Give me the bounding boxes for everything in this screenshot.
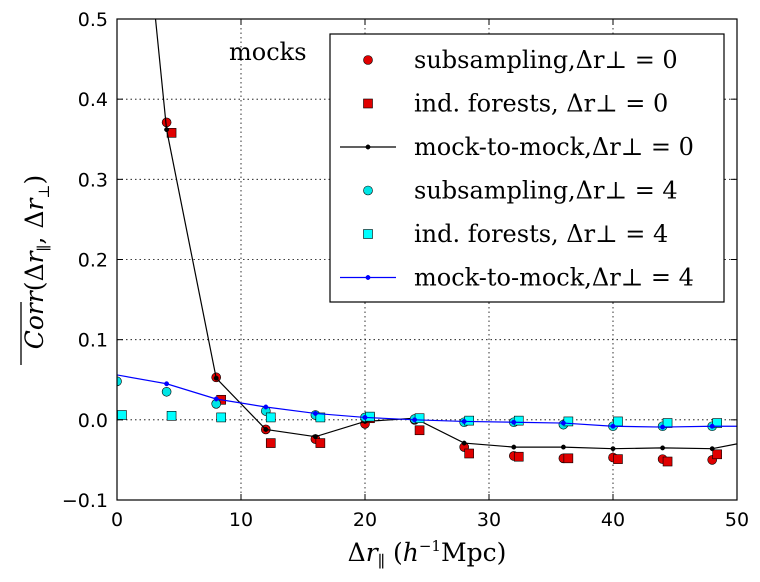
data-point — [513, 451, 524, 462]
data-point — [610, 423, 616, 429]
data-point — [709, 423, 715, 429]
data-point — [213, 396, 219, 402]
data-point — [362, 414, 368, 420]
data-point — [117, 410, 127, 420]
x-tick-label: 20 — [353, 509, 377, 531]
legend-frame — [329, 33, 725, 303]
data-point — [511, 444, 517, 450]
x-axis-title-main: Δr — [348, 538, 380, 567]
y-tick-label: 0.0 — [78, 410, 108, 432]
data-point — [164, 127, 170, 133]
legend-entry: ind. forests, Δr⊥ = 4 — [363, 220, 668, 248]
series-ind-forests-r-4 — [117, 410, 722, 428]
data-point — [265, 412, 276, 423]
y-tick-label: 0.2 — [78, 250, 108, 272]
mocks-annotation: mocks — [229, 38, 307, 66]
legend-marker — [363, 55, 373, 65]
data-point — [312, 434, 318, 440]
y-tick-label: 0.5 — [78, 9, 108, 31]
y-tick-label: 0.4 — [78, 89, 108, 111]
data-point — [412, 417, 418, 423]
data-point — [265, 438, 276, 448]
data-point — [461, 418, 467, 424]
y-tick-label: 0.1 — [78, 330, 108, 352]
data-point — [610, 446, 616, 452]
legend-entry: subsampling,Δr⊥ = 0 — [363, 46, 678, 74]
legend-label: ind. forests, Δr⊥ = 4 — [414, 220, 668, 248]
data-point — [414, 425, 425, 436]
y-tick-label: 0.3 — [78, 169, 108, 191]
legend-label: subsampling,Δr⊥ = 0 — [414, 46, 678, 74]
x-axis-title: Δr∥ (h−1Mpc) — [348, 537, 507, 571]
series-line — [117, 374, 737, 428]
legend-label: subsampling,Δr⊥ = 4 — [414, 177, 678, 205]
data-point — [117, 376, 122, 387]
data-point — [613, 454, 623, 464]
data-point — [216, 412, 226, 423]
series-mock-to-mock-r-4 — [117, 374, 737, 430]
x-tick-label: 50 — [725, 509, 749, 531]
data-point — [709, 446, 715, 452]
legend-marker — [363, 98, 373, 109]
legend: subsampling,Δr⊥ = 0 ind. forests, Δr⊥ = 0… — [329, 33, 725, 303]
data-point — [563, 453, 574, 464]
legend-entry: mock-to-mock,Δr⊥ = 4 — [340, 264, 694, 292]
data-point — [263, 404, 269, 410]
data-point — [662, 456, 673, 467]
series-line — [154, 19, 737, 450]
axis-ticks: 0 10 20 30 40 50 −0.1 0.0 0.1 0.2 0.3 0.4 0.5 — [62, 9, 749, 531]
legend-label: mock-to-mock,Δr⊥ = 0 — [414, 133, 694, 161]
legend-label: ind. forests, Δr⊥ = 0 — [414, 90, 668, 118]
x-tick-label: 10 — [229, 509, 253, 531]
x-tick-label: 40 — [601, 509, 625, 531]
data-point — [464, 448, 474, 459]
data-point — [161, 386, 172, 397]
legend-marker — [365, 144, 371, 150]
legend-marker — [363, 229, 373, 239]
x-tick-label: 30 — [477, 509, 501, 531]
series-layer — [117, 19, 737, 467]
data-point — [213, 375, 219, 381]
legend-entry: ind. forests, Δr⊥ = 0 — [363, 90, 668, 118]
legend-marker — [365, 275, 371, 280]
legend-marker — [363, 185, 373, 196]
data-point — [613, 416, 623, 427]
data-point — [164, 381, 170, 387]
svg-text:Corr(Δr∥, Δr⊥): Corr(Δr∥, Δr⊥) — [20, 175, 53, 350]
data-point — [263, 427, 269, 432]
data-point — [660, 424, 666, 430]
data-point — [712, 418, 722, 428]
data-point — [560, 420, 566, 426]
data-point — [315, 412, 326, 423]
legend-label: mock-to-mock,Δr⊥ = 4 — [414, 264, 694, 292]
data-point — [511, 419, 517, 425]
data-point — [560, 444, 566, 450]
y-tick-label: −0.1 — [62, 490, 108, 512]
data-point — [312, 410, 318, 416]
x-tick-label: 0 — [111, 509, 123, 531]
data-point — [712, 449, 722, 460]
legend-entry: subsampling,Δr⊥ = 4 — [363, 177, 678, 205]
y-axis-title: Corr(Δr∥, Δr⊥) — [20, 175, 53, 365]
data-point — [166, 411, 177, 421]
data-point — [461, 440, 467, 446]
data-point — [315, 438, 326, 448]
legend-entry: mock-to-mock,Δr⊥ = 0 — [340, 133, 694, 161]
data-point — [660, 445, 666, 451]
